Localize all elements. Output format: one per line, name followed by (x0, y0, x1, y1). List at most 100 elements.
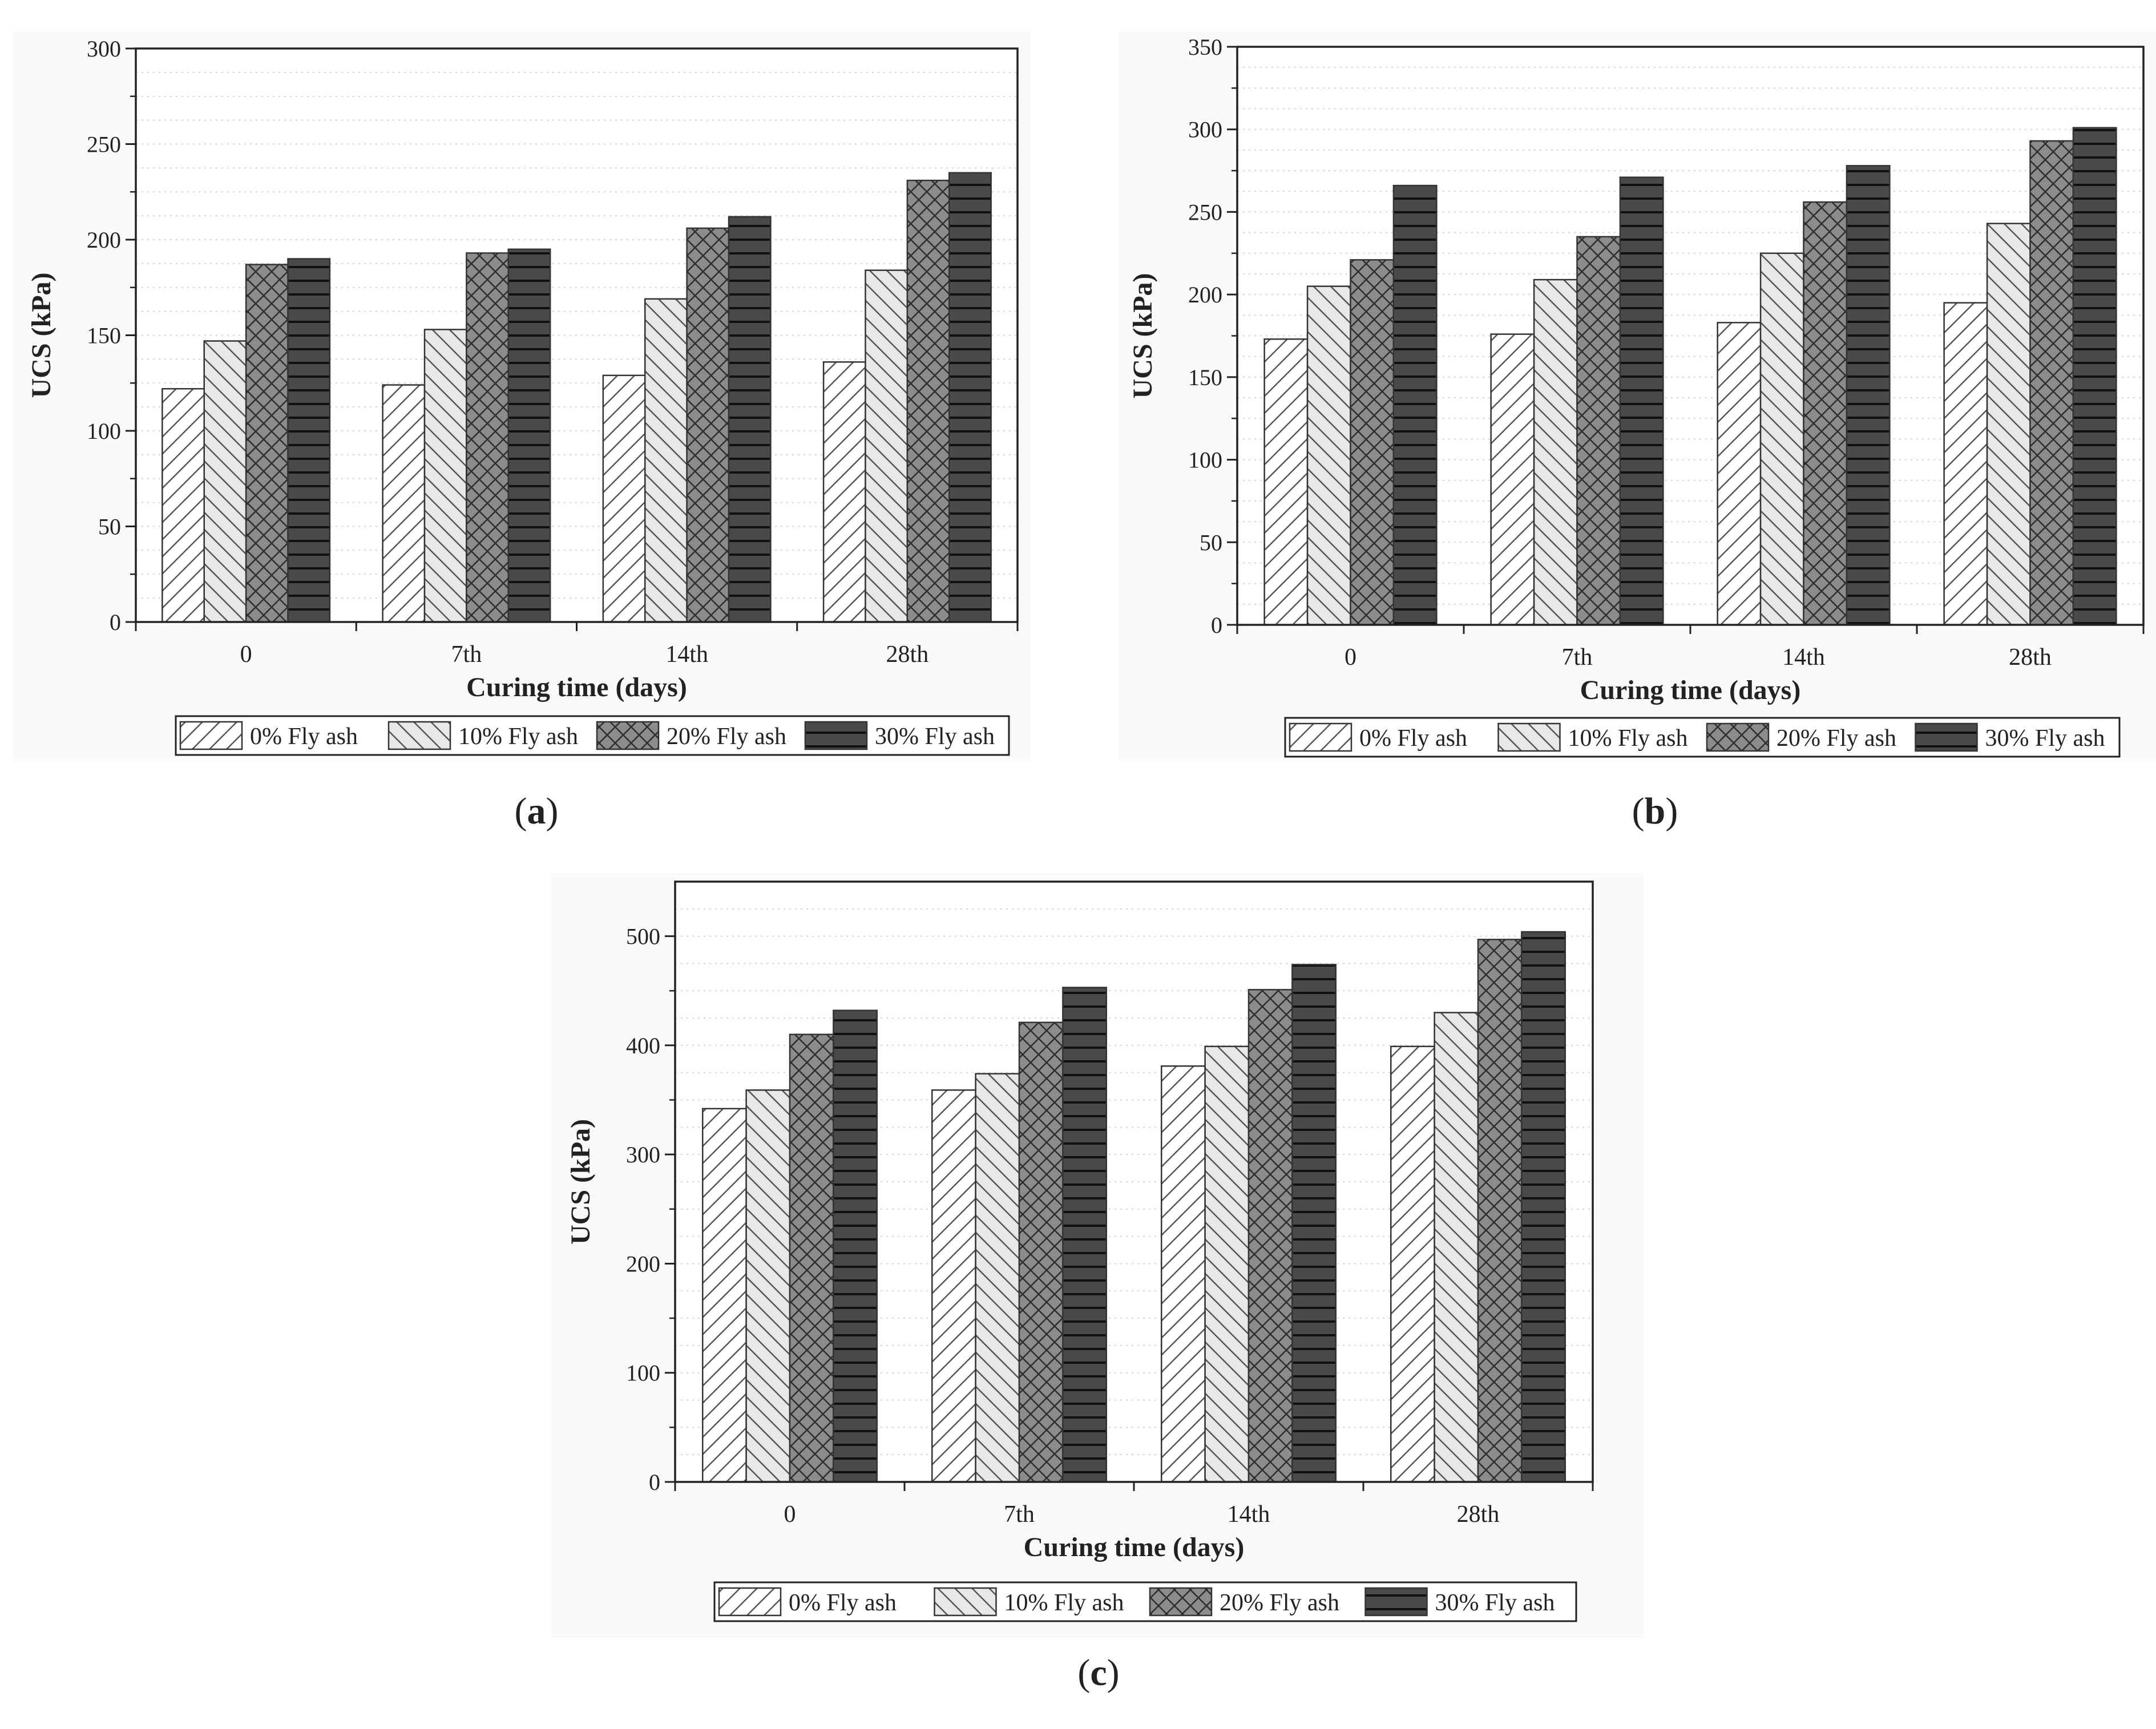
legend-label: 30% Fly ash (875, 724, 995, 750)
bar-c-20-fly-ash-7th (1018, 1021, 1064, 1483)
y-tick-label: 0 (649, 1469, 660, 1495)
y-axis-title: UCS (kPa) (26, 272, 56, 398)
bar-a-0-fly-ash-7th (382, 384, 426, 623)
bar-a-30-fly-ash-0 (287, 258, 331, 623)
panel-label-open: ( (1632, 790, 1645, 832)
y-tick-label: 50 (98, 514, 121, 540)
bar-b-30-fly-ash-7th (1619, 176, 1664, 626)
bar-a-10-fly-ash-7th (423, 329, 467, 623)
legend-label: 0% Fly ash (250, 724, 358, 750)
y-tick-label: 200 (1188, 282, 1222, 308)
legend-swatch (1289, 722, 1352, 752)
y-tick-label: 250 (1188, 199, 1222, 225)
panel-label: (b) (1632, 790, 1678, 832)
y-tick-label: 500 (626, 924, 660, 950)
y-tick-label: 150 (87, 323, 121, 349)
y-tick-label: 50 (1200, 530, 1222, 555)
legend: 0% Fly ash 10% Fly ash 20% Fly ash 30% Fly … (713, 1581, 1577, 1622)
bar-a-30-fly-ash-28th (948, 172, 992, 623)
bar-a-30-fly-ash-14th (728, 216, 772, 623)
bar-c-30-fly-ash-0 (833, 1009, 878, 1483)
bar-c-10-fly-ash-0 (745, 1089, 791, 1483)
bar-a-20-fly-ash-0 (245, 264, 289, 623)
x-tick-label: 14th (1782, 644, 1825, 670)
bar-a-10-fly-ash-28th (865, 269, 909, 623)
bar-a-0-fly-ash-0 (162, 388, 205, 623)
bar-b-20-fly-ash-14th (1803, 201, 1848, 626)
y-tick-label: 350 (1188, 34, 1222, 60)
legend-swatch (1497, 722, 1561, 752)
chart-panel-b: 0 50 100 150 200 250 300 350 0 7th 14th 28th Curing … (1119, 31, 2156, 832)
y-tick-label: 200 (87, 227, 121, 253)
bar-a-0-fly-ash-14th (602, 374, 646, 623)
bar-b-30-fly-ash-0 (1392, 184, 1438, 626)
bar-a-30-fly-ash-7th (507, 248, 551, 623)
legend-swatch (1364, 1587, 1428, 1617)
bar-b-30-fly-ash-14th (1846, 165, 1891, 626)
chart-panel-a: 0 50 100 150 200 250 300 0 7th 14th 28th Curing tim… (11, 31, 1030, 832)
x-tick-label: 28th (2009, 644, 2052, 670)
bar-b-0-fly-ash-28th (1943, 302, 1988, 626)
legend-box (175, 715, 1010, 756)
chart-panel-c: 0 100 200 300 400 500 0 7th 14th 28th Curing time … (551, 873, 1644, 1694)
panel-label-letter: b (1645, 790, 1666, 832)
panel-label-close: ) (1665, 790, 1678, 832)
panel-label-letter: c (1090, 1652, 1107, 1694)
bar-b-20-fly-ash-0 (1350, 259, 1395, 626)
legend-label: 0% Fly ash (1359, 725, 1467, 752)
legend-box (713, 1581, 1577, 1622)
y-tick-label: 100 (87, 418, 121, 444)
legend-swatch (387, 721, 451, 750)
x-tick-label: 7th (1562, 644, 1593, 670)
bar-b-0-fly-ash-14th (1717, 322, 1762, 626)
legend-swatch (934, 1587, 997, 1617)
x-axis-title: Curing time (days) (1024, 1532, 1245, 1562)
y-tick-label: 0 (110, 609, 121, 635)
legend-swatch (718, 1587, 782, 1617)
y-tick-label: 250 (87, 132, 121, 157)
bar-c-10-fly-ash-28th (1434, 1012, 1479, 1483)
bar-c-20-fly-ash-14th (1247, 989, 1293, 1483)
bar-a-20-fly-ash-28th (906, 179, 950, 623)
bar-b-0-fly-ash-7th (1490, 333, 1535, 626)
legend-label: 30% Fly ash (1985, 725, 2105, 752)
x-tick-label: 0 (1345, 644, 1356, 670)
y-tick-label: 100 (626, 1360, 660, 1386)
bar-a-0-fly-ash-28th (822, 361, 866, 623)
legend: 0% Fly ash 10% Fly ash 20% Fly ash 30% Fly … (175, 715, 1010, 756)
legend-label: 20% Fly ash (1220, 1590, 1339, 1616)
y-tick-label: 100 (1188, 447, 1222, 473)
x-tick-label: 0 (784, 1501, 796, 1528)
legend-swatch (1706, 722, 1770, 752)
legend-swatch (179, 721, 243, 750)
legend-swatch (596, 721, 660, 750)
bar-b-20-fly-ash-28th (2029, 140, 2074, 626)
bar-c-0-fly-ash-0 (701, 1108, 747, 1483)
x-tick-label: 14th (1228, 1501, 1270, 1528)
legend-label: 20% Fly ash (667, 724, 786, 750)
bar-c-30-fly-ash-28th (1521, 931, 1566, 1483)
bar-c-30-fly-ash-14th (1291, 964, 1337, 1483)
x-tick-label: 0 (240, 641, 252, 668)
bar-b-0-fly-ash-0 (1263, 338, 1309, 626)
legend-label: 10% Fly ash (458, 724, 578, 750)
y-tick-label: 300 (87, 36, 121, 62)
legend-swatch (804, 721, 868, 750)
bar-c-0-fly-ash-14th (1160, 1065, 1206, 1483)
bar-c-10-fly-ash-7th (975, 1073, 1020, 1483)
bar-b-10-fly-ash-0 (1306, 285, 1351, 626)
panel-label: (a) (515, 790, 559, 832)
legend-swatch (1915, 722, 1978, 752)
x-axis-title: Curing time (days) (1580, 675, 1801, 705)
panel-label-close: ) (546, 790, 559, 832)
bar-c-0-fly-ash-7th (931, 1089, 976, 1483)
y-tick-label: 200 (626, 1251, 660, 1276)
y-tick-label: 150 (1188, 365, 1222, 390)
bar-c-20-fly-ash-0 (789, 1033, 834, 1483)
y-axis-title: UCS (kPa) (566, 1119, 596, 1245)
legend-label: 10% Fly ash (1568, 725, 1688, 752)
y-tick-label: 0 (1211, 612, 1222, 638)
bar-b-30-fly-ash-28th (2072, 127, 2117, 626)
bar-c-10-fly-ash-14th (1204, 1045, 1250, 1483)
